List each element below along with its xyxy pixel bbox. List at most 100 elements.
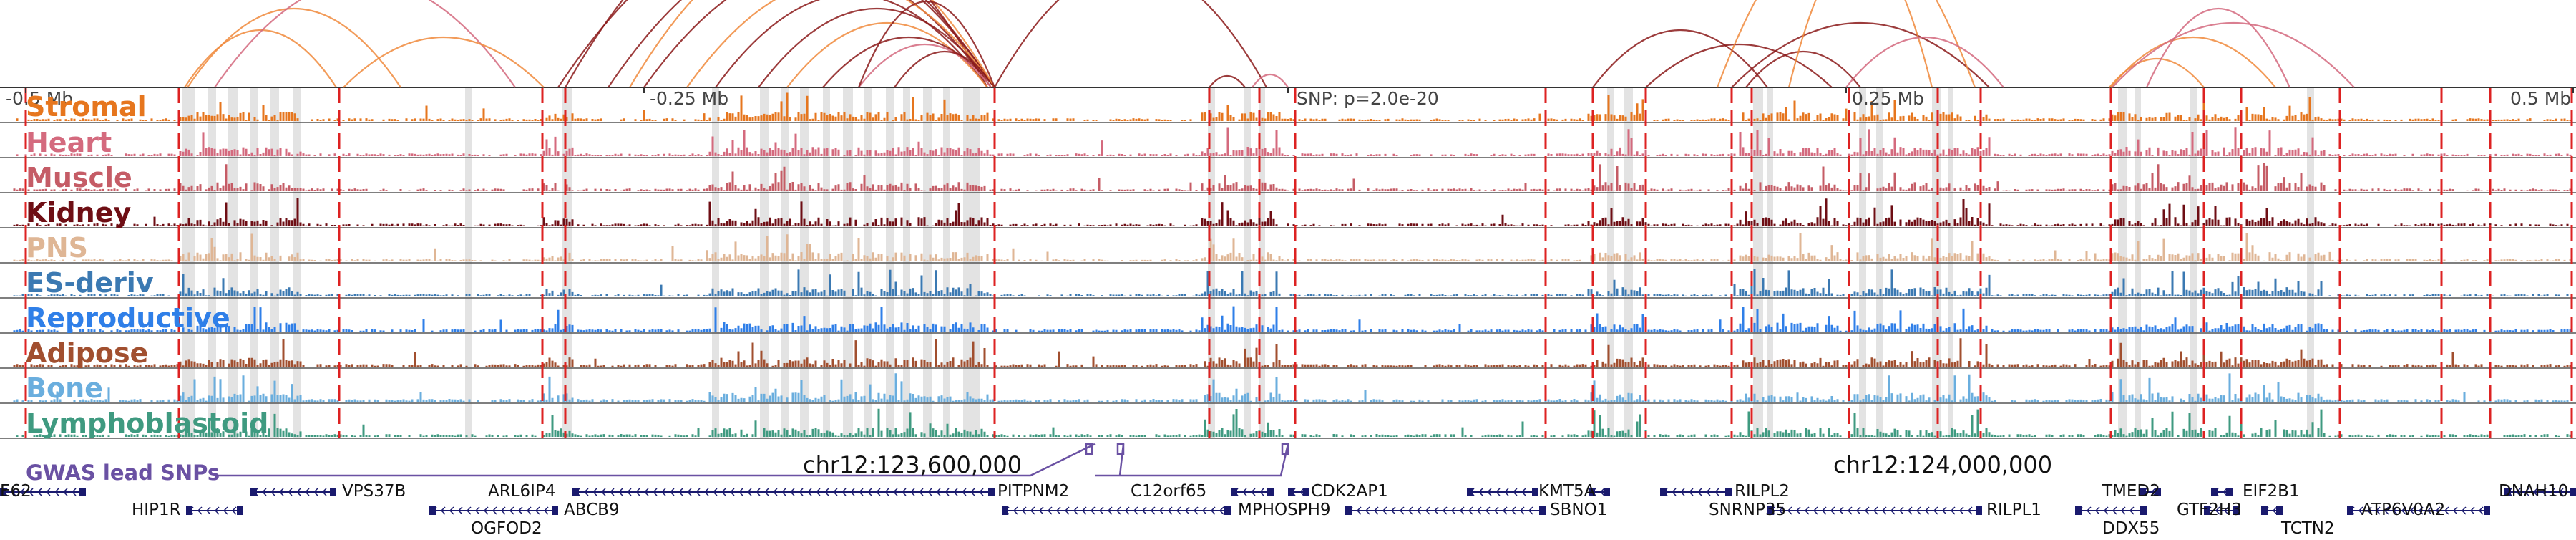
- interaction-arc: [994, 0, 1267, 88]
- gene-exon: [1604, 488, 1610, 496]
- gene-exon: [2075, 506, 2082, 515]
- signal-track: [16, 408, 2572, 437]
- gene-label[interactable]: OGFOD2: [471, 519, 542, 538]
- gene-exon: [2226, 488, 2233, 496]
- gene-exon: [429, 506, 436, 515]
- gene-exon: [552, 506, 558, 515]
- interaction-arc: [1645, 43, 1833, 88]
- axis-tick-label: -0.5 Mb: [6, 88, 74, 109]
- gene-exon: [1267, 488, 1274, 496]
- track-label-muscle: Muscle: [26, 162, 132, 193]
- track-label-pns: PNS: [26, 232, 89, 264]
- interaction-arc: [822, 37, 995, 88]
- track-label-stromal: Stromal: [26, 91, 147, 122]
- interaction-arc: [1787, 0, 1933, 88]
- gene-label[interactable]: RILPL2: [1735, 482, 1790, 501]
- gene-exon: [79, 488, 86, 496]
- gene-label[interactable]: SNRNP35: [1709, 501, 1787, 519]
- gene-exon: [2347, 506, 2353, 515]
- gene-exon: [1976, 506, 1982, 515]
- interaction-arc: [894, 51, 995, 88]
- gene-label[interactable]: MPHOSPH9: [1238, 501, 1331, 519]
- gene-label[interactable]: RILPL1: [1986, 501, 2041, 519]
- gene-exon: [2233, 506, 2240, 515]
- interaction-arc: [184, 29, 337, 88]
- gene-exon: [1539, 506, 1546, 515]
- gene-label[interactable]: GTF2H3: [2177, 501, 2242, 519]
- signal-track: [13, 373, 2569, 402]
- gene-label[interactable]: ATP6V0A2: [2361, 501, 2446, 519]
- gene-exon: [2140, 506, 2147, 515]
- signal-track: [13, 198, 2569, 226]
- gene-label[interactable]: TCTN2: [2281, 519, 2335, 538]
- gene-exon: [1002, 506, 1008, 515]
- interaction-arc: [857, 1, 996, 88]
- gene-exon: [2204, 506, 2210, 515]
- interaction-arc: [1745, 51, 1861, 88]
- gene-exon: [2276, 506, 2283, 515]
- gene-exon: [330, 488, 336, 496]
- gene-label[interactable]: ARL6IP4: [488, 482, 556, 501]
- gene-exon: [572, 488, 579, 496]
- gene-exon: [2155, 488, 2161, 496]
- gene-exon: [186, 506, 192, 515]
- gene-exon: [1303, 488, 1309, 496]
- interaction-arc: [1731, 21, 1990, 88]
- gene-exon: [2570, 488, 2576, 496]
- gene-label[interactable]: EIF2B1: [2243, 482, 2300, 501]
- signal-track: [13, 338, 2572, 367]
- interaction-arc: [608, 0, 995, 88]
- lead-snp-label: SNP: p=2.0e-20: [1297, 88, 1439, 109]
- gene-exon: [1467, 488, 1473, 496]
- gene-label[interactable]: E62: [0, 482, 31, 501]
- gene-exon: [1589, 488, 1595, 496]
- interaction-arc: [1845, 36, 2004, 88]
- interaction-arc: [187, 7, 401, 88]
- interaction-arc: [2112, 21, 2355, 88]
- interaction-arc: [715, 0, 988, 88]
- signal-track: [13, 269, 2569, 296]
- gene-label[interactable]: DNAH10: [2499, 482, 2569, 501]
- gene-label[interactable]: HIP1R: [132, 501, 181, 519]
- gene-exon: [1725, 488, 1732, 496]
- gene-exon: [1288, 488, 1294, 496]
- track-label-heart: Heart: [26, 127, 112, 158]
- interaction-arc: [643, 0, 992, 88]
- interaction-arc: [1592, 29, 1768, 88]
- gwas-snp-marker: [1116, 443, 1125, 455]
- axis-tick-label: -0.25 Mb: [650, 88, 729, 109]
- gene-label[interactable]: DDX55: [2102, 519, 2160, 538]
- interaction-arc: [858, 44, 992, 88]
- gene-exon: [237, 506, 243, 515]
- gwas-track-title: GWAS lead SNPs: [26, 461, 220, 485]
- chromosome-position-label: chr12:123,600,000: [803, 451, 1023, 478]
- gene-label[interactable]: C12orf65: [1131, 482, 1207, 501]
- gene-exon: [1231, 488, 1237, 496]
- gwas-snp-marker: [1085, 443, 1093, 455]
- signal-track: [13, 306, 2572, 332]
- signal-track: [16, 127, 2572, 156]
- gene-exon: [2261, 506, 2268, 515]
- interaction-arc: [629, 0, 995, 88]
- gene-label[interactable]: CDK2AP1: [1311, 482, 1388, 501]
- gene-label[interactable]: TMED2: [2102, 482, 2160, 501]
- signal-track: [13, 163, 2572, 191]
- gene-exon: [1532, 488, 1538, 496]
- gene-label[interactable]: SBNO1: [1550, 501, 1608, 519]
- gene-exon: [2484, 506, 2490, 515]
- gene-exon: [1660, 488, 1667, 496]
- gene-label[interactable]: ABCB9: [564, 501, 620, 519]
- interaction-arc: [214, 0, 516, 88]
- interaction-arc: [343, 37, 545, 88]
- gene-exon: [250, 488, 257, 496]
- gene-label[interactable]: KMT5A: [1538, 482, 1596, 501]
- interaction-arc: [1716, 0, 1976, 88]
- gene-label[interactable]: PITPNM2: [997, 482, 1070, 501]
- gene-exon: [1767, 506, 1774, 515]
- gene-label[interactable]: VPS37B: [342, 482, 406, 501]
- gwas-link-line: [215, 443, 1289, 477]
- axis-tick-label: 0.5 Mb: [2510, 88, 2572, 109]
- gene-exon: [2140, 488, 2146, 496]
- gene-exon: [1345, 506, 1352, 515]
